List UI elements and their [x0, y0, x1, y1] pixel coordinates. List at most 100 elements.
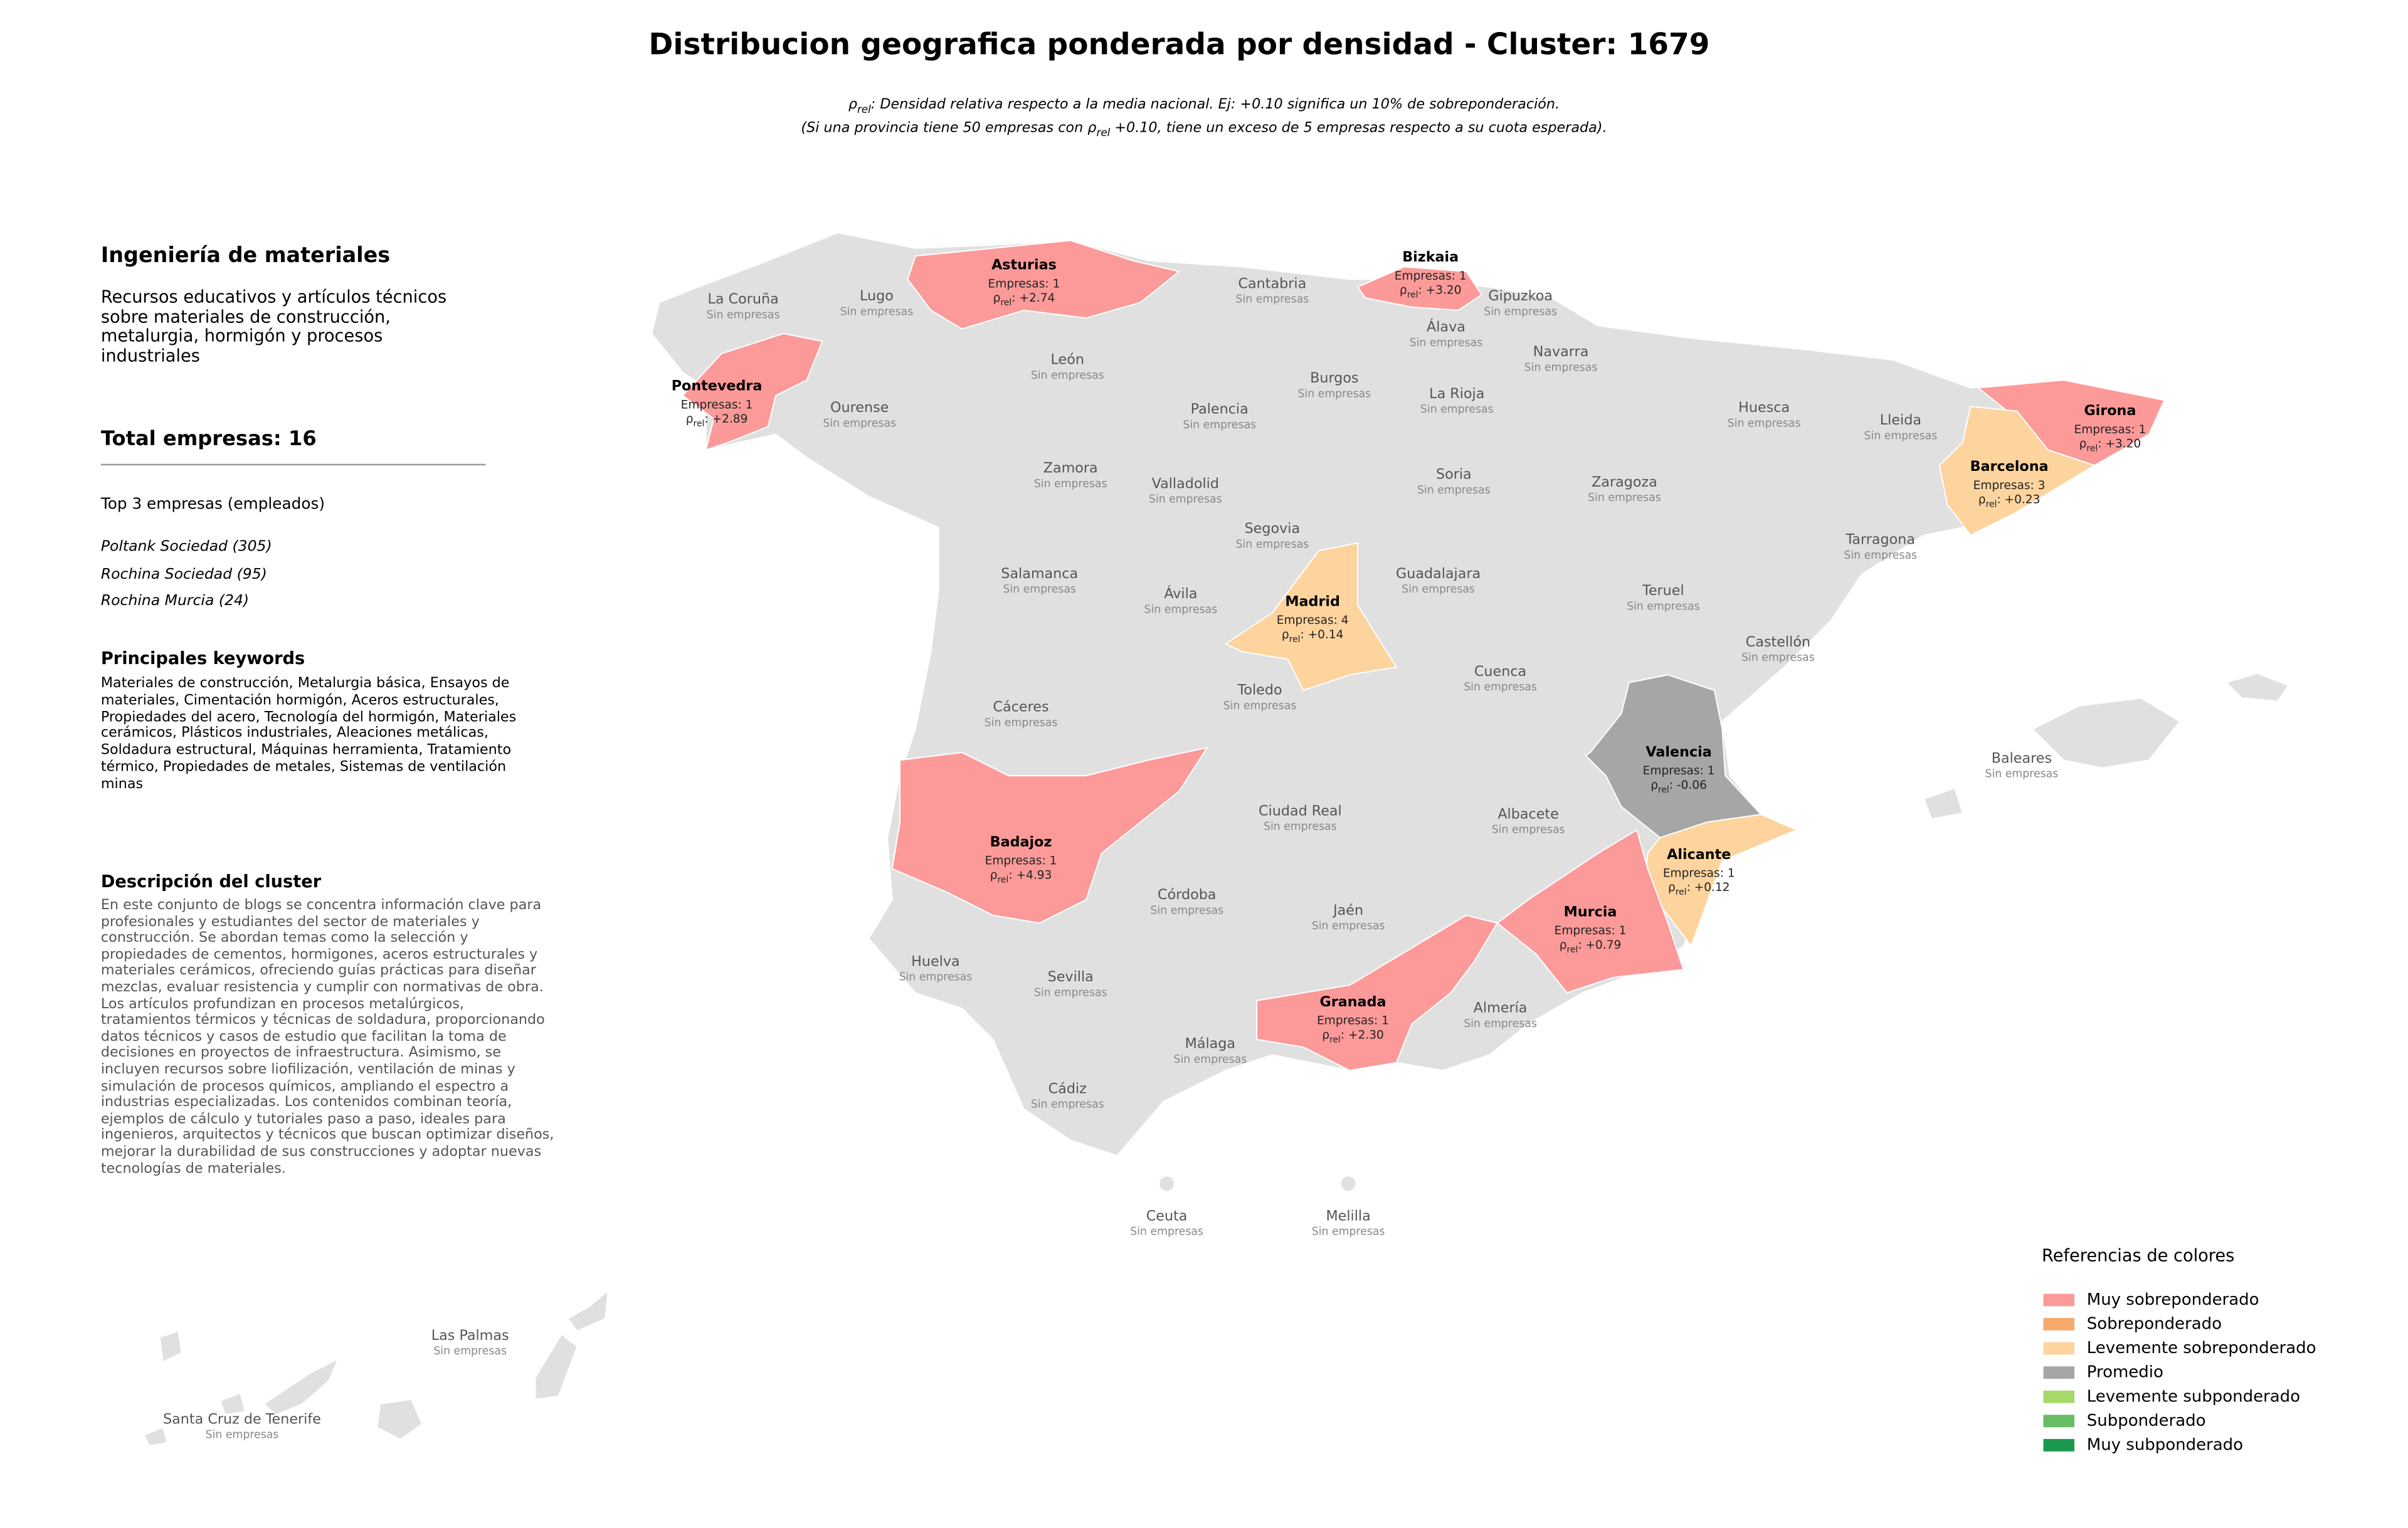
province-name: Valladolid	[1152, 475, 1219, 492]
legend-label: Levemente subponderado	[2087, 1387, 2300, 1406]
subscript: rel	[998, 875, 1009, 885]
province-status: Sin empresas	[1627, 600, 1700, 613]
subscript: rel	[1000, 298, 1011, 308]
province-name: Baleares	[1992, 750, 2052, 766]
province-name: Badajoz	[990, 834, 1052, 850]
province-name: Castellón	[1746, 634, 1810, 650]
text-part: ρ	[1560, 938, 1567, 951]
province-name: Huelva	[911, 954, 960, 970]
province-rho: ρrel: +0.14	[1282, 628, 1344, 644]
subscript: rel	[1658, 785, 1669, 795]
province-rho: ρrel: +4.93	[990, 868, 1052, 885]
province-name: Málaga	[1185, 1036, 1235, 1052]
text-part: : +0.12	[1687, 881, 1730, 894]
province-companies: Empresas: 3	[1973, 479, 2046, 492]
top-company: Rochina Murcia (24)	[100, 593, 250, 610]
text-part: ρ	[848, 97, 857, 113]
province-name: Lugo	[860, 288, 894, 304]
province-label: Álava Sin empresas	[1410, 318, 1483, 349]
ibiza	[1923, 787, 1964, 820]
province-name: Almería	[1474, 1000, 1528, 1016]
province-status: Sin empresas	[1741, 651, 1815, 664]
text-part: ρ	[1400, 283, 1407, 297]
legend-swatch	[2043, 1439, 2075, 1452]
subscript: rel	[857, 103, 871, 117]
subscript: rel	[1407, 290, 1418, 300]
province-companies: Empresas: 1	[681, 398, 753, 411]
province-status: Sin empresas	[1402, 583, 1475, 596]
legend-swatch	[2043, 1294, 2075, 1307]
province-status: Sin empresas	[206, 1429, 279, 1441]
province-rho: ρrel: +2.30	[1322, 1028, 1384, 1045]
province-name: Palencia	[1191, 401, 1249, 418]
province-status: Sin empresas	[1144, 603, 1218, 616]
province-name: Bizkaia	[1402, 249, 1459, 265]
province-companies: Empresas: 1	[1555, 924, 1627, 937]
province-label: Zaragoza Sin empresas	[1588, 474, 1661, 504]
province-name: Albacete	[1497, 806, 1559, 822]
island	[534, 1333, 578, 1400]
legend-swatch	[2043, 1415, 2075, 1428]
province-name: Tarragona	[1845, 532, 1915, 548]
province-name: Segovia	[1245, 520, 1301, 537]
province-name: Granada	[1319, 994, 1386, 1010]
text-part: +0.10, tiene un exceso de 5 empresas res…	[1110, 120, 1607, 137]
province-status: Sin empresas	[1034, 478, 1107, 490]
top-company: Poltank Sociedad (305)	[100, 538, 272, 556]
province-status: Sin empresas	[1864, 429, 1938, 442]
province-name: Madrid	[1285, 593, 1340, 609]
province-name: Ceuta	[1146, 1208, 1188, 1224]
province-name: Salamanca	[1001, 566, 1078, 582]
province-label: Santa Cruz de Tenerife Sin empresas	[163, 1411, 321, 1441]
province-name: La Coruña	[708, 291, 779, 307]
text-part: : -0.06	[1669, 778, 1707, 791]
province-companies: Empresas: 1	[985, 855, 1057, 868]
province-label: Albacete Sin empresas	[1492, 806, 1565, 836]
island	[567, 1289, 610, 1332]
text-part: ρ	[686, 413, 694, 426]
province-status: Sin empresas	[1312, 920, 1385, 932]
island	[219, 1392, 246, 1416]
province-companies: Empresas: 1	[1663, 867, 1735, 880]
text-part: : +0.14	[1300, 628, 1343, 641]
province-status: Sin empresas	[1235, 293, 1309, 306]
subtitle: ρrel: Densidad relativa respecto a la me…	[0, 96, 2408, 142]
province-label: Almería Sin empresas	[1464, 1000, 1537, 1030]
text-part: ρ	[1650, 778, 1658, 791]
legend-label: Subponderado	[2087, 1411, 2206, 1430]
province-status: Sin empresas	[1417, 484, 1491, 497]
total: Total empresas: 16	[100, 428, 486, 466]
province-status: Sin empresas	[823, 417, 896, 429]
subscript: rel	[1567, 945, 1578, 955]
subscript: rel	[1329, 1035, 1341, 1045]
province-status: Sin empresas	[1235, 538, 1309, 551]
province-shape	[1224, 542, 1398, 692]
province-shape	[907, 240, 1181, 330]
province-status: Sin empresas	[1150, 904, 1223, 917]
province-name: Zaragoza	[1592, 474, 1657, 490]
province-label: Asturias Empresas: 1 ρrel: +2.74	[988, 257, 1060, 308]
province-name: Teruel	[1642, 582, 1684, 599]
province-name: Girona	[2084, 403, 2136, 419]
province-status: Sin empresas	[1003, 583, 1076, 596]
legend-label: Muy subponderado	[2087, 1435, 2243, 1454]
province-status: Sin empresas	[1492, 824, 1565, 836]
province-companies: Empresas: 1	[988, 277, 1060, 290]
